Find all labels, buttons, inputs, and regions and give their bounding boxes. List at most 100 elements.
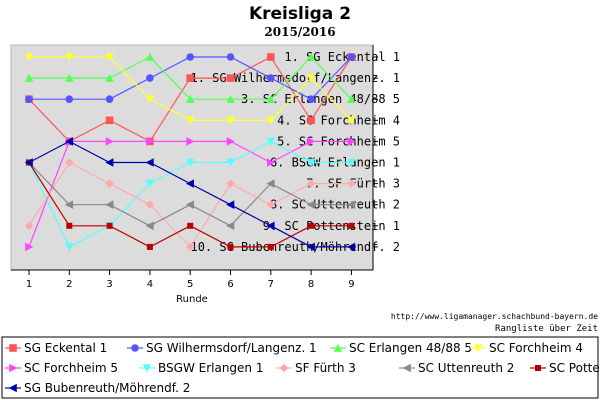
series-5 (25, 137, 356, 252)
data-point (226, 137, 235, 146)
data-point (146, 137, 155, 146)
data-point (267, 53, 275, 61)
legend-label: SC Erlangen 48/88 5 (349, 341, 472, 355)
legend-marker (8, 383, 17, 393)
data-point (307, 95, 315, 103)
legend-item: SG Wilhermsdorf/Langenz. 1 (127, 341, 317, 355)
data-point (24, 158, 33, 167)
x-tick-label: 3 (106, 279, 112, 290)
chart-title: Kreisliga 2 (249, 4, 351, 24)
data-point (306, 74, 316, 83)
data-point (185, 242, 195, 252)
legend-label: SC Forchheim 5 (24, 361, 118, 375)
data-point (307, 137, 316, 146)
legend-marker (9, 344, 17, 352)
rank-label-team: SC Forchheim 4 (292, 113, 400, 127)
chart-subtitle: 2015/2016 (264, 25, 335, 39)
data-point (185, 179, 194, 188)
series-4 (24, 53, 356, 125)
rank-label-number: 10. (190, 240, 212, 254)
data-point (226, 200, 235, 209)
data-point (24, 221, 34, 231)
rank-label-number: 6. (270, 156, 284, 170)
legend-marker (473, 344, 483, 353)
x-tick-label: 7 (268, 279, 274, 290)
data-point (185, 158, 195, 167)
data-point (105, 158, 114, 167)
data-point (267, 243, 274, 250)
x-tick-label: 2 (66, 279, 72, 290)
data-point (145, 221, 154, 231)
data-point (65, 137, 74, 146)
data-point (347, 53, 356, 61)
data-point (145, 52, 155, 61)
data-point (24, 53, 34, 62)
data-point (347, 242, 356, 252)
data-point (185, 200, 194, 209)
legend-item: SF Fürth 3 (276, 361, 356, 375)
legend-marker (535, 365, 541, 371)
legend-item: SC Forchheim 5 (5, 361, 118, 375)
x-tick-label: 6 (227, 279, 233, 290)
legend-label: SC Pottenstein 1 (549, 361, 600, 375)
data-point (105, 53, 114, 62)
x-tick-label: 5 (187, 279, 193, 290)
data-point (347, 94, 356, 103)
data-point (105, 137, 114, 146)
data-point (226, 53, 235, 61)
data-point (145, 158, 154, 167)
data-point (266, 200, 276, 209)
legend-marker (9, 363, 18, 373)
data-point (226, 74, 235, 82)
legend-marker (333, 343, 343, 352)
data-point (266, 94, 276, 103)
chart-caption: Rangliste über Zeit (495, 324, 598, 334)
series-3 (24, 52, 356, 103)
data-point (266, 221, 275, 231)
data-point (65, 200, 74, 209)
legend-label: SC Forchheim 4 (489, 341, 583, 355)
x-tick-label: 4 (147, 279, 153, 290)
legend-item: SG Bubenreuth/Möhrendf. 2 (5, 381, 190, 395)
data-point (145, 95, 155, 104)
data-point (227, 243, 234, 250)
legend-marker (279, 363, 289, 373)
data-point (266, 137, 276, 146)
rank-label-number: 4. (277, 113, 291, 127)
data-point (146, 74, 154, 82)
data-point (308, 222, 315, 229)
data-point (65, 243, 74, 252)
data-point (65, 53, 74, 62)
data-point (25, 95, 33, 103)
data-point (348, 222, 355, 229)
legend-label: SG Eckental 1 (24, 341, 107, 355)
rank-label-team: SG Wilhermsdorf/Langenz. 1 (205, 71, 400, 85)
legend-item: SG Eckental 1 (5, 341, 107, 355)
legend: SG Eckental 1 SG Wilhermsdorf/Langenz. 1 S… (5, 341, 600, 395)
data-point (187, 222, 194, 229)
data-point (226, 116, 235, 125)
legend-item: SC Uttenreuth 2 (399, 361, 514, 375)
data-point (185, 116, 195, 125)
data-point (186, 137, 195, 146)
data-point (65, 95, 74, 103)
legend-item: SC Erlangen 48/88 5 (330, 341, 472, 355)
data-point (105, 200, 114, 209)
rank-label-number: 8. (270, 198, 284, 212)
legend-marker (402, 363, 411, 373)
data-point (186, 53, 194, 61)
legend-item: SC Forchheim 4 (470, 341, 583, 355)
data-point (65, 73, 74, 82)
data-point (106, 222, 113, 229)
legend-label: SG Bubenreuth/Möhrendf. 2 (24, 381, 190, 395)
data-point (347, 179, 356, 188)
data-point (145, 179, 155, 188)
data-point (105, 179, 114, 188)
rank-label-team: SG Bubenreuth/Möhrendf. 2 (212, 240, 400, 254)
data-point (347, 200, 356, 209)
rank-label-number: 5. (277, 134, 291, 148)
rank-label-number: 1. (284, 50, 298, 64)
data-point (266, 116, 276, 125)
data-point (266, 179, 275, 188)
series-7 (24, 158, 356, 252)
